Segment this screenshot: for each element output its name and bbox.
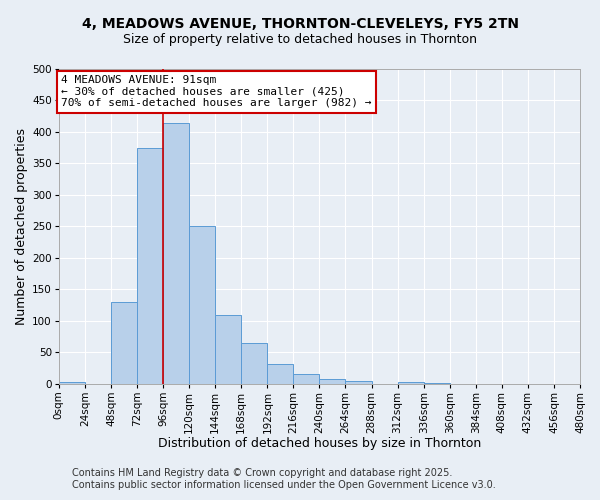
X-axis label: Distribution of detached houses by size in Thornton: Distribution of detached houses by size … [158, 437, 481, 450]
Bar [268, 364, 293, 384]
Bar [398, 382, 424, 384]
Bar [163, 122, 189, 384]
Y-axis label: Number of detached properties: Number of detached properties [15, 128, 28, 325]
Bar [424, 382, 450, 384]
Bar [346, 380, 371, 384]
Text: Contains public sector information licensed under the Open Government Licence v3: Contains public sector information licen… [72, 480, 496, 490]
Text: 4, MEADOWS AVENUE, THORNTON-CLEVELEYS, FY5 2TN: 4, MEADOWS AVENUE, THORNTON-CLEVELEYS, F… [82, 18, 518, 32]
Text: Contains HM Land Registry data © Crown copyright and database right 2025.: Contains HM Land Registry data © Crown c… [72, 468, 452, 477]
Bar [137, 148, 163, 384]
Text: Size of property relative to detached houses in Thornton: Size of property relative to detached ho… [123, 32, 477, 46]
Bar [59, 382, 85, 384]
Text: 4 MEADOWS AVENUE: 91sqm
← 30% of detached houses are smaller (425)
70% of semi-d: 4 MEADOWS AVENUE: 91sqm ← 30% of detache… [61, 76, 371, 108]
Bar [215, 314, 241, 384]
Bar [293, 374, 319, 384]
Bar [319, 378, 346, 384]
Bar [111, 302, 137, 384]
Bar [241, 343, 268, 384]
Bar [189, 226, 215, 384]
